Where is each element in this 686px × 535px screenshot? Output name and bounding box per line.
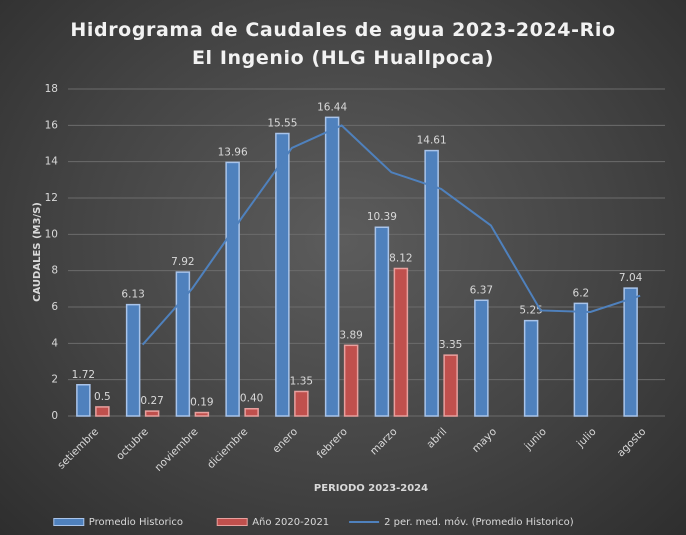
x-tick-label: enero [270,426,300,456]
y-tick-label: 10 [45,228,58,240]
data-label: 13.96 [218,146,248,158]
data-label: 10.39 [367,211,397,223]
data-label: 0.40 [240,393,263,405]
bar [343,344,359,417]
data-label: 0.19 [190,397,213,409]
bar [393,267,409,417]
bar [623,287,638,417]
data-label: 3.89 [339,329,362,341]
x-tick-label: abril [424,426,449,451]
bar [573,302,589,417]
data-label: 1.72 [72,369,95,381]
y-tick-label: 12 [45,192,58,204]
x-tick-label: febrero [315,426,350,461]
data-label: 15.55 [267,118,297,130]
trend-line [141,124,641,346]
data-label: 0.5 [94,391,111,403]
bar [443,354,458,417]
y-tick-label: 2 [51,374,58,386]
x-tick-label: mayo [470,426,499,455]
x-tick-label: agosto [615,426,649,460]
data-label: 1.35 [290,375,313,387]
y-tick-label: 0 [51,410,58,422]
data-label: 5.25 [519,305,542,317]
data-label: 6.2 [573,287,590,299]
bar [144,410,160,417]
x-tick-label: setiembre [55,426,101,472]
y-tick-label: 8 [51,265,58,277]
bar [523,319,539,417]
data-label: 6.13 [121,289,144,301]
bar [225,161,240,417]
bar [294,390,309,417]
bar [324,116,340,417]
legend-label: Año 2020-2021 [252,517,329,528]
data-label: 3.35 [439,339,462,351]
legend-label: Promedio Historico [89,517,183,528]
bar [424,149,439,417]
y-tick-label: 14 [45,156,59,168]
bar [474,299,489,417]
bar [125,303,141,417]
x-tick-label: julio [574,426,599,451]
y-tick-label: 18 [45,83,58,95]
bar [95,406,110,417]
x-tick-label: diciembre [205,426,250,471]
x-tick-label: junio [522,426,549,453]
bar [275,132,290,417]
y-axis-title: CAUDALES (M3/S) [32,202,43,302]
bar [76,384,91,417]
data-label: 0.27 [140,395,163,407]
x-tick-label: octubre [114,426,151,463]
data-label: 7.92 [171,256,194,268]
data-label: 7.04 [619,272,643,284]
data-label: 16.44 [317,101,347,113]
legend-swatch [216,518,248,526]
x-axis-title: PERIODO 2023-2024 [314,483,428,494]
data-label: 14.61 [417,135,447,147]
bar [175,271,191,417]
y-tick-label: 6 [51,301,58,313]
legend-label: 2 per. med. móv. (Promedio Historico) [384,516,574,528]
legend-swatch [53,518,85,526]
y-tick-label: 16 [45,119,59,131]
bar [374,226,390,417]
data-label: 6.37 [470,284,493,296]
bar [244,407,259,417]
bar [194,411,210,417]
chart-title: Hidrograma de Caudales de agua 2023-2024… [70,19,616,69]
data-label: 8.12 [389,252,412,264]
x-tick-label: noviembre [152,426,200,474]
x-tick-label: marzo [368,426,400,458]
y-tick-label: 4 [51,337,58,349]
